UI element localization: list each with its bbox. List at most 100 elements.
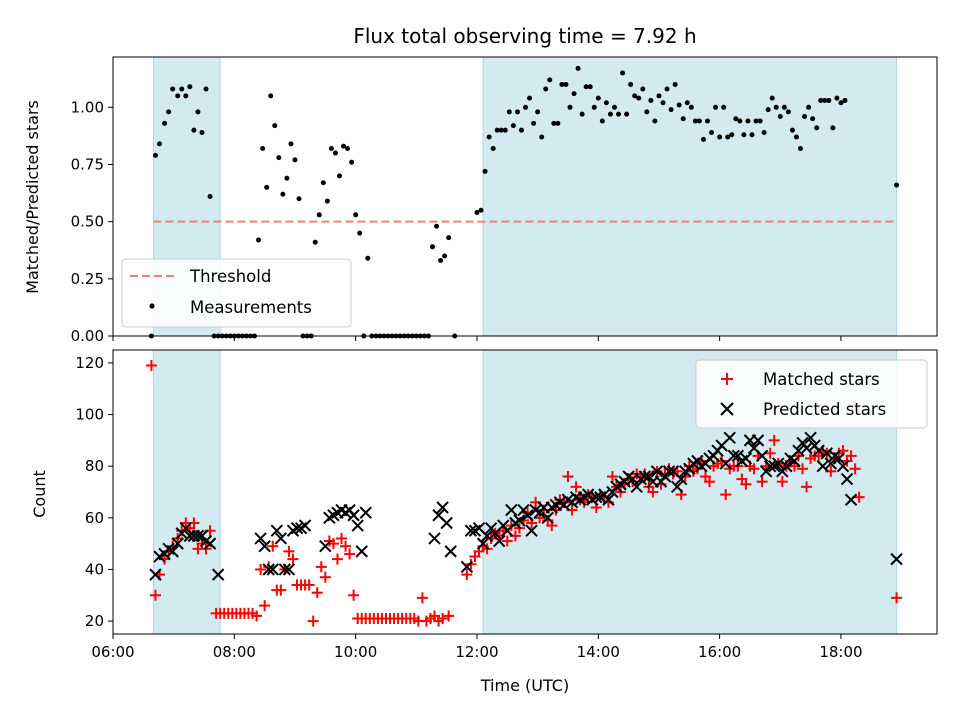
matched-point	[331, 553, 343, 565]
matched-point	[311, 587, 323, 599]
measurements-point	[676, 102, 682, 108]
measurements-point	[620, 70, 626, 76]
predicted-point	[513, 514, 526, 527]
measurements-point	[648, 97, 654, 103]
measurements-point	[894, 182, 900, 188]
measurements-point	[607, 111, 613, 117]
predicted-point	[166, 545, 179, 558]
predicted-point	[638, 470, 652, 483]
measurements-point	[773, 104, 779, 110]
y-tick-label: 0.00	[71, 327, 104, 345]
measurements-point	[741, 132, 747, 138]
measurements-point	[781, 104, 787, 110]
top-panel: 0.00 0.25 0.50 0.75 1.00 Matched/Predicted s…	[23, 56, 938, 345]
x-tick-label: 14:00	[577, 643, 620, 661]
bottom-y-axis-label: Count	[30, 470, 49, 518]
predicted-point	[521, 509, 534, 522]
measurements-point	[729, 132, 735, 138]
x-tick-label: 08:00	[213, 643, 256, 661]
measurements-point	[571, 91, 577, 97]
measurements-point	[336, 173, 342, 179]
measurements-point	[798, 145, 804, 151]
x-tick-label: 06:00	[91, 643, 134, 661]
predicted-point	[670, 480, 684, 494]
measurements-point	[640, 86, 646, 92]
predicted-point	[476, 537, 490, 550]
measurements-point	[769, 95, 775, 101]
predicted-point	[772, 457, 785, 470]
measurements-point	[547, 77, 553, 83]
predicted-point	[440, 516, 453, 530]
measurements-point	[680, 116, 686, 122]
matched-point	[562, 471, 574, 483]
y-tick-label: 80	[85, 457, 104, 475]
measurements-point	[652, 118, 658, 124]
x-tick-label: 18:00	[819, 643, 862, 661]
measurements-point	[668, 107, 674, 113]
y-tick-label: 0.75	[71, 155, 104, 173]
measurements-point	[292, 157, 298, 163]
matched-point	[801, 481, 813, 493]
predicted-point	[298, 519, 312, 532]
measurements-point	[696, 118, 702, 124]
measurements-point	[175, 93, 181, 99]
matched-point	[756, 476, 768, 488]
predicted-point	[480, 529, 494, 543]
measurements-point	[207, 194, 213, 199]
predicted-point	[816, 459, 829, 473]
measurements-point	[842, 97, 848, 103]
measurements-point	[555, 120, 561, 126]
matched-point	[704, 476, 716, 488]
measurements-point	[583, 84, 589, 90]
matched-point	[465, 558, 477, 570]
measurements-point	[535, 109, 541, 115]
y-tick-label: 100	[75, 406, 104, 424]
measurements-point	[830, 125, 836, 131]
measurements-point	[170, 86, 176, 92]
measurements-point	[611, 104, 617, 110]
measurements-point	[745, 118, 751, 124]
predicted-point	[739, 452, 753, 465]
x-tick-label: 16:00	[698, 643, 741, 661]
predicted-point	[266, 563, 279, 576]
measurements-point	[498, 127, 504, 133]
measurements-point	[688, 104, 694, 110]
bottom-legend-box	[695, 359, 928, 429]
measurements-point	[636, 95, 642, 101]
y-tick-label: 60	[85, 509, 104, 527]
predicted-point	[836, 459, 850, 473]
measurements-point	[187, 84, 193, 90]
measurements-point	[341, 143, 347, 149]
matched-point	[647, 486, 659, 498]
predicted-point	[211, 568, 225, 581]
matched-point	[776, 476, 788, 488]
predicted-point	[541, 511, 554, 525]
predicted-point	[149, 568, 162, 581]
measurements-point	[490, 145, 496, 151]
matched-point	[570, 481, 582, 493]
measurements-point	[268, 93, 274, 99]
matched-point	[149, 589, 161, 601]
measurements-point	[616, 111, 622, 117]
measurements-point	[162, 120, 168, 126]
matched-point	[283, 545, 295, 557]
measurements-point	[757, 118, 763, 124]
measurements-point	[506, 109, 512, 115]
measurements-point	[656, 93, 662, 99]
predicted-point	[763, 459, 777, 473]
predicted-point	[262, 563, 275, 576]
predicted-point	[258, 540, 271, 553]
top-plot-frame	[112, 56, 938, 337]
matched-point	[797, 463, 809, 475]
matched-point	[307, 615, 319, 627]
measurements-point	[478, 207, 484, 213]
measurements-point	[523, 104, 529, 110]
predicted-point	[650, 465, 664, 478]
predicted-point	[464, 524, 478, 537]
measurements-point	[199, 129, 205, 135]
predicted-point	[590, 490, 603, 504]
matched-point	[255, 563, 267, 575]
measurements-point	[802, 113, 808, 119]
predicted-legend-label: Predicted stars	[763, 400, 886, 419]
measurements-point	[316, 212, 322, 218]
